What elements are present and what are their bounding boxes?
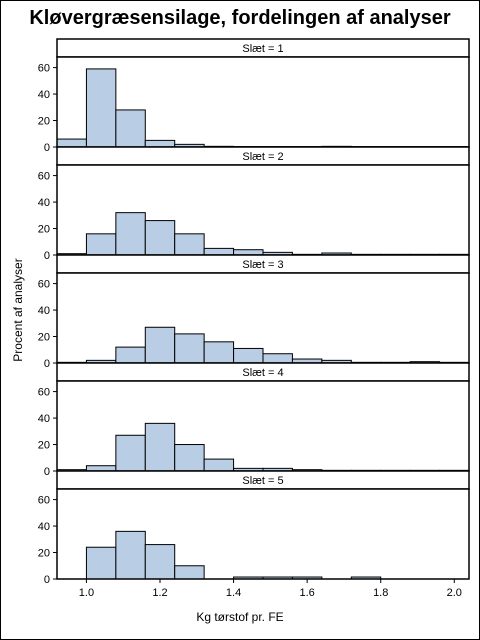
histogram-bar [174,565,205,580]
histogram-bar [115,212,146,256]
histogram-bar [85,546,117,580]
y-tick-label: 20 [38,548,50,560]
x-axis-label: Kg tørstof pr. FE [196,610,284,624]
histogram-bar [144,326,176,364]
x-tick-label: 1.2 [152,587,167,599]
histogram-bar [144,139,176,148]
y-tick-label: 40 [38,521,50,533]
panel-border [56,488,470,580]
histogram-bar [174,333,205,364]
x-tick-label: 1.0 [79,587,94,599]
y-tick-label: 60 [38,279,50,291]
chart-title: Kløvergræsensilage, fordelingen af analy… [29,7,451,29]
histogram-bar [85,233,117,256]
histogram-bar [203,341,235,364]
histogram-bar [56,138,87,148]
y-tick-label: 60 [38,387,50,399]
panel-label: Slæt = 1 [242,43,283,55]
y-tick-label: 0 [44,466,50,478]
histogram-bar [203,247,235,256]
histogram-bar [85,465,117,472]
x-tick-label: 1.8 [373,587,388,599]
histogram-bar [115,530,146,580]
y-tick-label: 60 [38,171,50,183]
y-tick-label: 60 [38,495,50,507]
y-tick-label: 40 [38,197,50,209]
y-tick-label: 0 [44,358,50,370]
x-tick-label: 1.4 [226,587,241,599]
y-tick-label: 20 [38,440,50,452]
histogram-bar [144,220,176,256]
y-tick-label: 20 [38,224,50,236]
histogram-bar [203,458,235,472]
panel-label: Slæt = 5 [242,475,283,487]
histogram-bar [144,422,176,472]
panel-label: Slæt = 3 [242,259,283,271]
histogram-bar [144,544,176,580]
x-tick-label: 1.6 [299,587,314,599]
histogram-bar [174,233,205,256]
y-tick-label: 20 [38,332,50,344]
histogram-bar [262,353,293,364]
y-tick-label: 40 [38,413,50,425]
histogram-bar [233,249,264,256]
histogram-bar [85,68,117,148]
y-tick-label: 60 [38,63,50,75]
x-tick-label: 2.0 [447,587,462,599]
panel-label: Slæt = 4 [242,367,283,379]
y-tick-label: 0 [44,142,50,154]
y-tick-label: 0 [44,574,50,586]
histogram-bar [115,434,146,472]
y-tick-label: 0 [44,250,50,262]
y-tick-label: 40 [38,305,50,317]
y-tick-label: 40 [38,89,50,101]
histogram-bar [115,346,146,364]
histogram-bar [233,347,264,364]
y-tick-label: 20 [38,116,50,128]
histogram-bar [174,444,205,472]
panel-label: Slæt = 2 [242,151,283,163]
histogram-bar [115,109,146,148]
